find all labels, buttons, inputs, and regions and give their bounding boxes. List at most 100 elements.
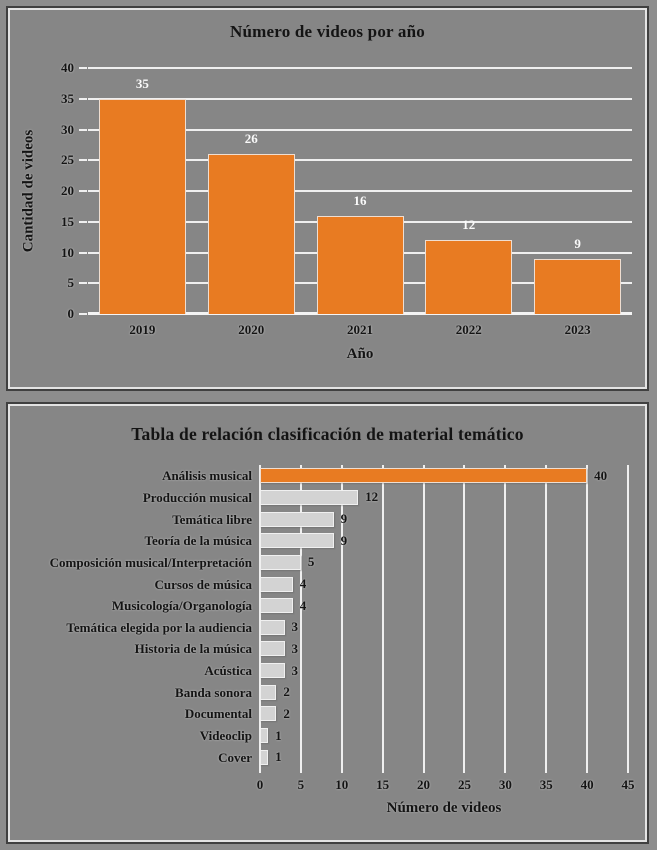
bar-2022: [425, 240, 513, 314]
bar-2019: [98, 98, 186, 314]
gridline: [340, 465, 343, 768]
thematic-classification-chart-title: Tabla de relación clasificación de mater…: [131, 424, 524, 444]
y-tick-mark: [79, 251, 87, 254]
bar-row: [260, 489, 359, 505]
bar-row: [260, 663, 285, 679]
y-tick-label: 5: [67, 275, 75, 291]
value-label: 5: [307, 554, 315, 570]
x-tick-mark: [422, 768, 425, 773]
x-tick-label: 45: [621, 777, 635, 792]
y-tick-mark: [79, 67, 87, 69]
bar-row: [260, 554, 301, 570]
category-label: Banda sonora: [175, 684, 252, 700]
bar-row: [260, 511, 334, 527]
x-tick-label: 2022: [455, 322, 482, 337]
bar-row: [260, 533, 334, 549]
value-label: 9: [340, 511, 348, 527]
y-tick-mark: [79, 128, 87, 131]
x-tick-label: 5: [297, 777, 305, 792]
videos-per-year-chart-title: Número de videos por año: [230, 22, 425, 41]
category-label: Temática libre: [172, 511, 252, 527]
x-tick-mark: [504, 768, 507, 773]
x-tick-mark: [627, 768, 629, 773]
thematic-classification-chart-panel: Tabla de relación clasificación de mater…: [6, 402, 649, 844]
gridline: [88, 128, 632, 131]
y-tick-mark: [79, 159, 87, 162]
x-tick-mark: [259, 768, 261, 773]
y-tick-mark: [79, 313, 87, 315]
category-label: Análisis musical: [162, 468, 252, 484]
y-tick-label: 25: [61, 152, 74, 168]
category-label: Videoclip: [199, 728, 252, 744]
value-label: 3: [291, 662, 299, 678]
bar-row: [260, 706, 277, 722]
x-tick-mark: [586, 768, 589, 773]
bar-row: [260, 749, 269, 765]
x-tick-label: 35: [539, 777, 553, 792]
data-label: 9: [574, 235, 581, 251]
gridline: [463, 465, 466, 768]
value-label: 12: [365, 489, 379, 505]
gridline: [88, 190, 632, 192]
gridline: [88, 159, 632, 162]
gridline: [259, 465, 261, 768]
category-label: Composición musical/Interpretación: [49, 554, 252, 570]
gridline: [586, 465, 589, 768]
bar-2021: [316, 215, 404, 314]
value-label: 2: [283, 684, 290, 700]
gridline: [381, 465, 384, 768]
x-tick-label: 25: [457, 777, 471, 792]
x-axis-title: Número de videos: [386, 800, 502, 816]
bar-row: [260, 468, 588, 484]
y-tick-mark: [79, 97, 87, 100]
value-label: 4: [299, 597, 307, 613]
category-label: Documental: [184, 706, 252, 722]
x-tick-label: 0: [256, 777, 264, 792]
x-tick-mark: [299, 768, 302, 773]
gridline: [299, 465, 302, 768]
y-tick-label: 0: [67, 306, 75, 321]
y-tick-label: 15: [61, 213, 74, 229]
bar-2023: [534, 258, 622, 314]
category-label: Cursos de música: [154, 576, 252, 592]
bar-row: [260, 576, 293, 592]
gridline: [545, 465, 548, 768]
gridline: [422, 465, 425, 768]
x-tick-mark: [340, 768, 343, 773]
x-tick-label: 40: [580, 777, 594, 792]
data-label: 16: [353, 192, 367, 208]
videos-per-year-chart-panel: Número de videos por año Cantidad de vid…: [6, 6, 649, 391]
bar-row: [260, 619, 285, 635]
x-axis-title: Año: [346, 346, 374, 362]
value-label: 40: [594, 467, 608, 483]
category-label: Musicología/Organología: [111, 598, 252, 614]
x-tick-label: 2020: [238, 322, 265, 337]
bar-row: [260, 598, 293, 614]
value-label: 1: [275, 727, 282, 743]
x-tick-label: 2019: [129, 322, 156, 337]
category-label: Cover: [218, 749, 252, 765]
x-tick-mark: [545, 768, 548, 773]
value-label: 9: [340, 532, 348, 548]
bar-row: [260, 684, 277, 700]
x-tick-label: 2021: [346, 322, 373, 337]
gridline: [504, 465, 507, 768]
y-tick-mark: [79, 282, 87, 285]
value-label: 1: [275, 749, 282, 765]
category-label: Temática elegida por la audiencia: [66, 619, 252, 635]
category-label: Acústica: [204, 663, 252, 679]
y-tick-mark: [79, 220, 87, 223]
y-tick-label: 35: [61, 90, 74, 106]
value-label: 3: [291, 619, 299, 635]
y-tick-label: 10: [61, 244, 74, 260]
y-tick-label: 30: [61, 121, 74, 137]
bar-row: [260, 728, 269, 744]
bar-row: [260, 641, 285, 657]
x-tick-label: 15: [376, 777, 390, 792]
x-tick-mark: [463, 768, 466, 773]
category-label: Historia de la música: [134, 641, 252, 657]
value-label: 4: [299, 576, 307, 592]
category-label: Teoría de la música: [144, 533, 253, 549]
x-tick-label: 20: [417, 777, 431, 792]
